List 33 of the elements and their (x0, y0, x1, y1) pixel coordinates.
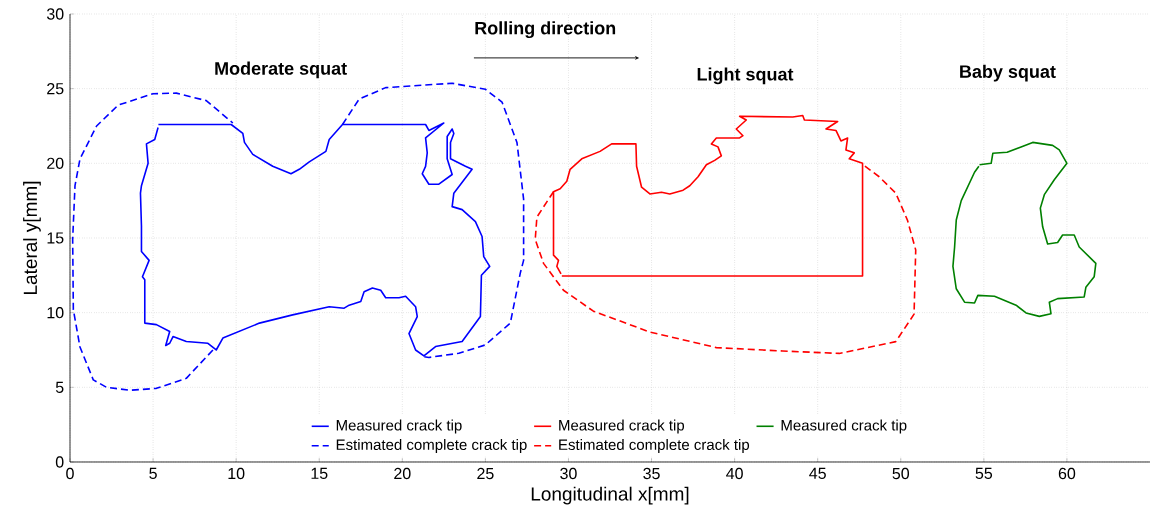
x-tick-label: 55 (975, 467, 993, 480)
y-tick-label: 25 (47, 83, 64, 95)
y-tick-label: 5 (55, 381, 64, 393)
x-tick-label: 5 (149, 467, 157, 480)
annotation: Light squat (697, 67, 794, 85)
x-tick-label: 0 (66, 467, 74, 480)
y-axis-title: Lateral y[mm] (23, 181, 41, 294)
y-tick-label: 20 (47, 157, 64, 169)
line-series (952, 141, 1097, 318)
y-tick-label: 30 (46, 8, 64, 20)
annotation: Baby squat (960, 64, 1056, 82)
legend-label: Estimated complete crack tip (559, 438, 750, 453)
y-tick-label: 10 (47, 306, 64, 319)
x-tick-label: 25 (477, 467, 494, 480)
x-tick-label: 15 (311, 467, 328, 480)
y-tick-label: 0 (55, 456, 64, 468)
line-series (139, 122, 491, 357)
x-tick-label: 60 (1058, 467, 1076, 480)
legend-label: Measured crack tip (559, 419, 685, 434)
legend-label: Measured crack tip (781, 419, 907, 434)
x-axis-title: Longitudinal x[mm] (531, 486, 689, 505)
x-tick-label: 30 (560, 467, 577, 480)
x-tick-label: 40 (726, 467, 743, 480)
x-tick-label: 35 (643, 467, 660, 480)
legend-label: Measured crack tip (336, 419, 462, 434)
y-tick-label: 15 (47, 232, 64, 244)
annotation: Rolling direction (475, 21, 616, 39)
legend-label: Estimated complete crack tip (336, 438, 527, 453)
x-tick-label: 10 (228, 467, 245, 480)
x-tick-label: 20 (394, 467, 411, 480)
x-tick-label: 45 (809, 467, 826, 480)
x-tick-label: 50 (892, 467, 910, 480)
annotation: Moderate squat (215, 61, 347, 79)
